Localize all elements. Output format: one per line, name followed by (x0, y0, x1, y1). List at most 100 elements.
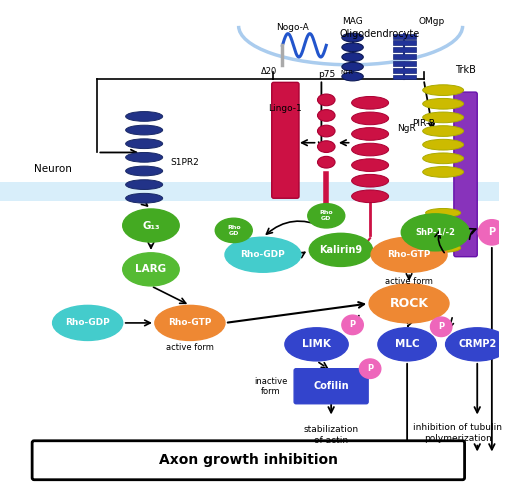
Ellipse shape (342, 315, 364, 335)
Ellipse shape (125, 194, 163, 203)
Text: P: P (367, 364, 373, 373)
Bar (393, 34, 416, 39)
Ellipse shape (423, 139, 463, 150)
Ellipse shape (359, 359, 381, 378)
FancyBboxPatch shape (272, 82, 299, 198)
Ellipse shape (369, 284, 449, 323)
Ellipse shape (155, 305, 225, 341)
Bar (0, 182, 499, 201)
Ellipse shape (423, 126, 463, 136)
Ellipse shape (431, 317, 452, 337)
Bar (393, 48, 416, 52)
Ellipse shape (425, 208, 461, 217)
Text: PIR-B: PIR-B (413, 119, 435, 128)
Ellipse shape (342, 43, 364, 51)
Ellipse shape (478, 220, 505, 245)
Text: Lingo-1: Lingo-1 (268, 104, 302, 113)
Ellipse shape (317, 125, 335, 137)
Text: ShP-1/-2: ShP-1/-2 (415, 228, 455, 237)
Text: ROCK: ROCK (390, 297, 429, 310)
Ellipse shape (401, 214, 470, 251)
Ellipse shape (352, 174, 389, 187)
Text: Rho-GTP: Rho-GTP (388, 250, 431, 259)
Ellipse shape (342, 52, 364, 61)
Ellipse shape (317, 110, 335, 122)
Ellipse shape (125, 112, 163, 122)
Ellipse shape (285, 328, 348, 361)
Ellipse shape (317, 94, 335, 106)
Ellipse shape (309, 233, 373, 267)
Ellipse shape (423, 153, 463, 164)
Ellipse shape (423, 167, 463, 177)
Ellipse shape (423, 85, 463, 96)
Text: inactive
form: inactive form (254, 376, 287, 396)
Ellipse shape (342, 72, 364, 81)
Text: OMgp: OMgp (419, 17, 445, 26)
Text: MLC: MLC (395, 340, 419, 349)
Text: NgR: NgR (397, 123, 416, 133)
Ellipse shape (125, 152, 163, 162)
Ellipse shape (423, 98, 463, 109)
Text: Rho-GDP: Rho-GDP (66, 318, 110, 327)
Ellipse shape (342, 33, 364, 42)
Text: P: P (488, 227, 496, 237)
Ellipse shape (371, 237, 447, 272)
Text: Rho-GTP: Rho-GTP (168, 318, 211, 327)
Text: Rho
GD: Rho GD (319, 210, 333, 221)
Ellipse shape (123, 209, 179, 242)
Text: Rho-GDP: Rho-GDP (241, 250, 285, 259)
Ellipse shape (215, 218, 252, 243)
FancyBboxPatch shape (294, 368, 368, 404)
Text: inhibition of tubulin
polymerization: inhibition of tubulin polymerization (413, 423, 502, 442)
Text: P: P (438, 322, 444, 331)
Text: Axon growth inhibition: Axon growth inhibition (159, 453, 338, 467)
Text: P: P (350, 320, 356, 329)
Bar (393, 54, 416, 59)
Text: TrkB: TrkB (455, 65, 476, 74)
Text: LARG: LARG (135, 264, 166, 274)
Ellipse shape (125, 125, 163, 135)
Ellipse shape (425, 244, 461, 252)
Ellipse shape (125, 139, 163, 148)
Ellipse shape (53, 305, 123, 341)
Ellipse shape (352, 143, 389, 156)
Ellipse shape (445, 328, 509, 361)
Ellipse shape (425, 232, 461, 241)
Text: MAG: MAG (342, 17, 363, 26)
Text: Nogo-A: Nogo-A (276, 24, 309, 32)
Text: active form: active form (385, 276, 433, 286)
Text: Cofilin: Cofilin (313, 381, 349, 391)
Ellipse shape (342, 62, 364, 71)
Bar (393, 41, 416, 46)
Text: Neuron: Neuron (34, 164, 72, 174)
Text: p75: p75 (317, 71, 335, 79)
Text: stabilization
of actin: stabilization of actin (304, 425, 359, 444)
Ellipse shape (378, 328, 436, 361)
Text: Rho
GD: Rho GD (227, 225, 241, 236)
Text: S1PR2: S1PR2 (170, 158, 199, 167)
Ellipse shape (425, 220, 461, 229)
Bar (393, 74, 416, 79)
Text: NTR: NTR (340, 70, 353, 74)
Ellipse shape (125, 166, 163, 176)
Ellipse shape (308, 204, 345, 228)
Ellipse shape (317, 141, 335, 152)
Text: CRMP2: CRMP2 (458, 340, 496, 349)
Ellipse shape (123, 253, 179, 286)
FancyBboxPatch shape (32, 441, 464, 480)
Ellipse shape (125, 180, 163, 190)
Ellipse shape (352, 159, 389, 171)
Bar (393, 68, 416, 73)
Ellipse shape (352, 97, 389, 109)
Text: LIMK: LIMK (302, 340, 331, 349)
Ellipse shape (317, 156, 335, 168)
Bar (393, 61, 416, 66)
Text: Kalirin9: Kalirin9 (319, 245, 362, 255)
Ellipse shape (423, 112, 463, 123)
Text: Oligodendrocyte: Oligodendrocyte (340, 28, 420, 39)
Ellipse shape (225, 237, 301, 272)
FancyBboxPatch shape (454, 92, 477, 257)
Ellipse shape (352, 112, 389, 125)
Text: G₁₃: G₁₃ (142, 220, 160, 230)
Ellipse shape (352, 190, 389, 203)
